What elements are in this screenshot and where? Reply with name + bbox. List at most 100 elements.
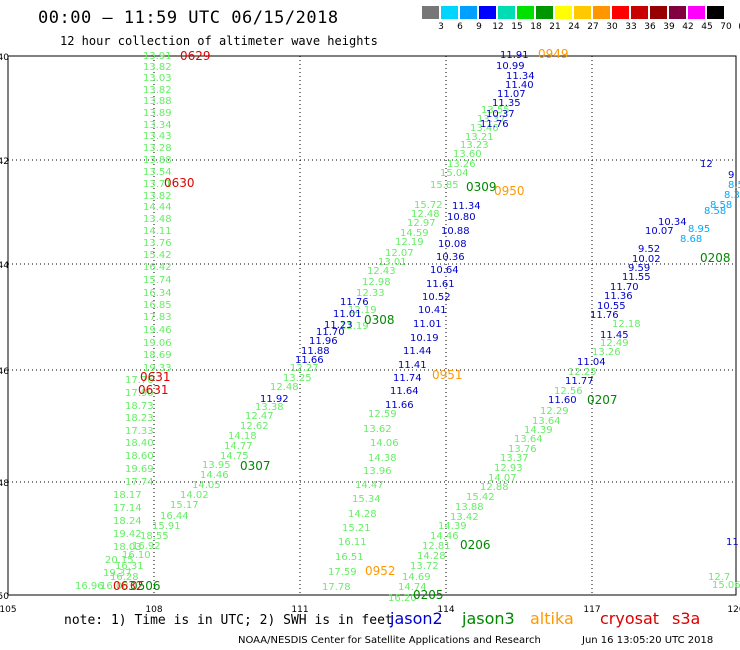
wave-height-reading: 9.52 bbox=[638, 244, 660, 255]
wave-height-reading: 12.19 bbox=[340, 321, 369, 332]
wave-height-reading: 8.68 bbox=[680, 234, 702, 245]
latitude-label: -42 bbox=[0, 157, 9, 167]
pass-time-label: 0208 bbox=[700, 251, 731, 265]
longitude-label: 114 bbox=[437, 605, 454, 615]
wave-height-reading: 12.93 bbox=[494, 463, 523, 474]
colorbar-label: 30 bbox=[606, 22, 618, 32]
colorbar-label: 3 bbox=[438, 22, 444, 32]
wave-height-reading: 19.33 bbox=[143, 363, 172, 374]
wave-height-reading: 10.19 bbox=[410, 333, 439, 344]
wave-height-reading: 8.31 bbox=[724, 190, 740, 201]
wave-height-reading: 14.77 bbox=[224, 441, 253, 452]
wave-height-reading: 13.03 bbox=[143, 73, 172, 84]
wave-height-reading: 16.96 bbox=[75, 581, 104, 592]
wave-height-reading: 9. bbox=[728, 170, 738, 181]
wave-height-reading: 16.28 bbox=[110, 572, 139, 583]
wave-height-reading: 11.45 bbox=[600, 330, 629, 341]
colorbar-label: 39 bbox=[663, 22, 675, 32]
wave-height-reading: 13.01 bbox=[378, 257, 407, 268]
wave-height-reading: 18.24 bbox=[113, 516, 142, 527]
wave-height-reading: 11.70 bbox=[316, 327, 345, 338]
colorbar-label: 45 bbox=[701, 22, 713, 32]
wave-height-reading: 13.89 bbox=[143, 108, 172, 119]
satellite-legend-s3a: s3a bbox=[672, 609, 701, 628]
wave-height-reading: 13.82 bbox=[143, 62, 172, 73]
wave-height-reading: 11.55 bbox=[622, 272, 651, 283]
wave-height-reading: 18.55 bbox=[140, 531, 169, 542]
colorbar-swatch bbox=[612, 6, 629, 19]
wave-height-reading: 10.52 bbox=[422, 292, 451, 303]
wave-height-reading: 15.04 bbox=[440, 168, 469, 179]
wave-height-reading: 13.88 bbox=[455, 502, 484, 513]
wave-height-reading: 12.81 bbox=[422, 541, 451, 552]
colorbar-swatch bbox=[479, 6, 496, 19]
credit-text: NOAA/NESDIS Center for Satellite Applica… bbox=[238, 635, 541, 646]
wave-height-reading: 12.18 bbox=[612, 319, 641, 330]
wave-height-reading: 12.43 bbox=[367, 266, 396, 277]
wave-height-reading: 10.36 bbox=[436, 252, 465, 263]
wave-height-reading: 12.25 bbox=[568, 367, 597, 378]
wave-height-reading: 11.74 bbox=[393, 373, 422, 384]
wave-height-reading: 12.88 bbox=[480, 482, 509, 493]
wave-height-reading: 12.07 bbox=[385, 248, 414, 259]
pass-time-label: 0506 bbox=[130, 579, 161, 593]
wave-height-reading: 11.77 bbox=[565, 376, 594, 387]
wave-height-reading: 15.72 bbox=[414, 200, 443, 211]
wave-height-reading: 10.55 bbox=[597, 301, 626, 312]
wave-height-reading: 14.28 bbox=[348, 509, 377, 520]
longitude-label: 120 bbox=[727, 605, 740, 615]
wave-height-reading: 16.11 bbox=[338, 537, 367, 548]
colorbar-label: 24 bbox=[568, 22, 580, 32]
pass-time-label: 0309 bbox=[466, 180, 497, 194]
wave-height-reading: 13.26 bbox=[592, 347, 621, 358]
wave-height-reading: 14.46 bbox=[430, 531, 459, 542]
colorbar-swatch bbox=[631, 6, 648, 19]
wave-height-reading: 18.40 bbox=[125, 438, 154, 449]
wave-height-reading: 10.80 bbox=[447, 212, 476, 223]
wave-height-reading: 10.64 bbox=[430, 265, 459, 276]
wave-height-reading: 15.42 bbox=[143, 250, 172, 261]
wave-height-reading: 11.96 bbox=[309, 336, 338, 347]
colorbar-swatch bbox=[460, 6, 477, 19]
map-frame bbox=[7, 55, 737, 596]
wave-height-reading: 13.71 bbox=[143, 179, 172, 190]
wave-height-reading: 13.28 bbox=[143, 143, 172, 154]
wave-height-reading: 8.5 bbox=[728, 180, 740, 191]
wave-height-reading: 17.74 bbox=[125, 477, 154, 488]
colorbar-label: 15 bbox=[511, 22, 523, 32]
wave-height-reading: 11.76 bbox=[340, 297, 369, 308]
pass-time-label: 0206 bbox=[460, 538, 491, 552]
wave-height-reading: 14.75 bbox=[220, 451, 249, 462]
wave-height-reading: 10.08 bbox=[438, 239, 467, 250]
colorbar-swatch bbox=[707, 6, 724, 19]
wave-height-reading: 12.56 bbox=[554, 386, 583, 397]
wave-height-reading: 13.21 bbox=[465, 132, 494, 143]
map-title: 00:00 – 11:59 UTC 06/15/2018 bbox=[38, 8, 339, 28]
latitude-label: -40 bbox=[0, 53, 9, 63]
wave-height-reading: 12.49 bbox=[600, 338, 629, 349]
wave-height-reading: 13.95 bbox=[202, 460, 231, 471]
latitude-label: -46 bbox=[0, 367, 9, 377]
wave-height-reading: 13.60 bbox=[453, 149, 482, 160]
pass-time-label: 0952 bbox=[365, 564, 396, 578]
wave-height-reading: 14.06 bbox=[370, 438, 399, 449]
wave-height-reading: 10.34 bbox=[658, 217, 687, 228]
wave-height-reading: 17.83 bbox=[143, 312, 172, 323]
wave-height-reading: 13.82 bbox=[143, 85, 172, 96]
wave-height-reading: 14.44 bbox=[143, 202, 172, 213]
wave-height-reading: 13.37 bbox=[500, 453, 529, 464]
pass-time-label: 0949 bbox=[538, 47, 569, 61]
wave-height-reading: 14.39 bbox=[438, 521, 467, 532]
wave-height-reading: 14.02 bbox=[180, 490, 209, 501]
wave-height-reading: 13.25 bbox=[283, 373, 312, 384]
wave-height-reading: 13.82 bbox=[143, 191, 172, 202]
wave-height-reading: 14.39 bbox=[524, 425, 553, 436]
wave-height-reading: 13.72 bbox=[410, 561, 439, 572]
wave-height-reading: 11.23 bbox=[324, 320, 353, 331]
wave-height-reading: 16.85 bbox=[143, 300, 172, 311]
pass-time-label: 0951 bbox=[432, 368, 463, 382]
wave-height-reading: 16.20 bbox=[388, 593, 417, 604]
colorbar-label: 70 bbox=[720, 22, 732, 32]
wave-height-reading: 14.05 bbox=[192, 480, 221, 491]
